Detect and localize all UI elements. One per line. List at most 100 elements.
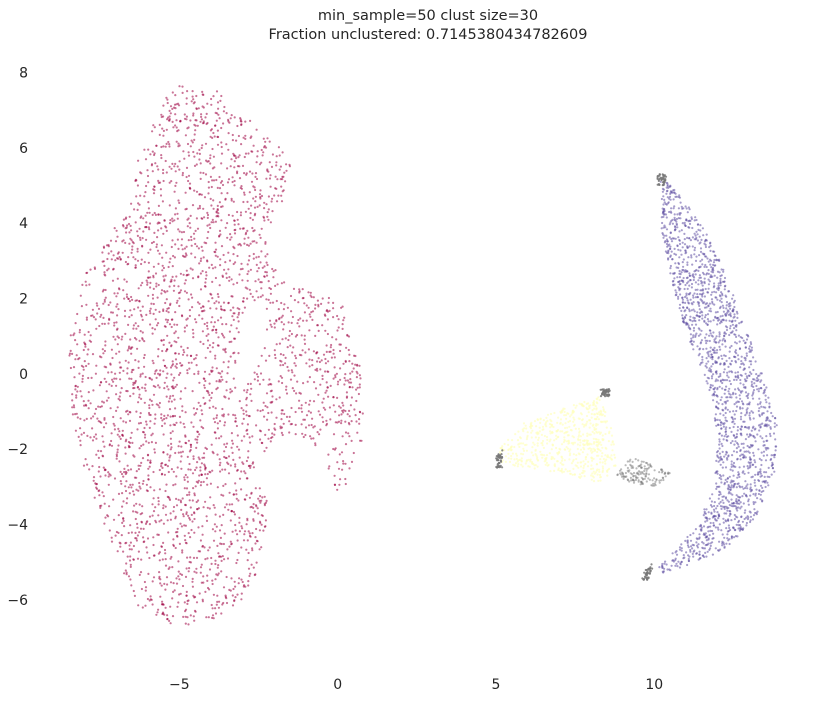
scatter-point-series-0 bbox=[325, 389, 328, 392]
scatter-point-series-1 bbox=[715, 482, 718, 485]
scatter-point-series-1 bbox=[712, 521, 715, 525]
scatter-point-series-1 bbox=[701, 288, 705, 291]
scatter-point-series-0 bbox=[186, 556, 189, 559]
scatter-point-series-0 bbox=[276, 178, 279, 181]
scatter-point-series-0 bbox=[249, 212, 252, 215]
scatter-point-series-0 bbox=[333, 483, 336, 486]
scatter-point-series-1 bbox=[690, 256, 693, 259]
scatter-point-series-0 bbox=[84, 345, 87, 348]
scatter-point-series-1 bbox=[742, 386, 746, 389]
scatter-point-series-0 bbox=[329, 346, 332, 349]
scatter-point-series-0 bbox=[188, 491, 191, 494]
scatter-point-series-2 bbox=[537, 436, 541, 439]
scatter-point-series-1 bbox=[746, 394, 749, 397]
scatter-point-series-0 bbox=[256, 205, 259, 208]
scatter-point-series-2 bbox=[566, 447, 570, 450]
scatter-point-series-1 bbox=[719, 412, 722, 415]
scatter-point-series-0 bbox=[114, 534, 117, 537]
scatter-point-series-0 bbox=[233, 312, 236, 315]
scatter-point-series-1 bbox=[762, 489, 765, 493]
scatter-point-series-0 bbox=[263, 145, 266, 148]
scatter-point-series-1 bbox=[684, 249, 687, 252]
scatter-point-series-0 bbox=[141, 331, 144, 334]
scatter-point-series-0 bbox=[186, 142, 190, 146]
scatter-point-series-0 bbox=[134, 517, 137, 521]
scatter-point-series-0 bbox=[203, 386, 206, 389]
scatter-point-series-0 bbox=[92, 389, 95, 392]
scatter-point-series-1 bbox=[689, 315, 692, 318]
scatter-point-series-0 bbox=[126, 349, 129, 352]
scatter-point-series-0 bbox=[234, 482, 237, 485]
scatter-point-series-0 bbox=[212, 504, 215, 507]
scatter-point-series-0 bbox=[197, 526, 200, 529]
scatter-point-series-0 bbox=[219, 380, 222, 383]
scatter-point-series-1 bbox=[726, 374, 729, 377]
scatter-point-series-0 bbox=[314, 368, 317, 371]
scatter-point-series-0 bbox=[307, 424, 311, 427]
scatter-point-series-0 bbox=[143, 148, 146, 151]
scatter-point-series-1 bbox=[747, 402, 750, 405]
scatter-point-series-0 bbox=[205, 112, 208, 115]
scatter-point-series-0 bbox=[232, 306, 235, 309]
scatter-point-series-0 bbox=[129, 436, 132, 439]
scatter-point-series-0 bbox=[224, 197, 227, 200]
scatter-point-series-1 bbox=[744, 480, 747, 483]
scatter-point-series-0 bbox=[132, 327, 135, 330]
scatter-point-series-0 bbox=[328, 350, 331, 353]
scatter-point-series-2 bbox=[582, 464, 586, 467]
scatter-point-series-0 bbox=[146, 551, 149, 554]
scatter-point-series-0 bbox=[308, 403, 311, 406]
scatter-point-series-0 bbox=[128, 410, 131, 414]
scatter-point-series-0 bbox=[145, 423, 148, 426]
scatter-point-series-1 bbox=[733, 355, 736, 358]
scatter-point-series-1 bbox=[728, 387, 731, 390]
scatter-point-series-0 bbox=[138, 393, 141, 396]
scatter-point-series-0 bbox=[257, 278, 260, 281]
scatter-point-series-0 bbox=[214, 407, 217, 410]
scatter-point-series-1 bbox=[728, 486, 731, 489]
scatter-point-series-0 bbox=[311, 417, 314, 420]
scatter-point-series-0 bbox=[274, 269, 277, 272]
scatter-point-series-0 bbox=[225, 276, 228, 279]
scatter-point-series-1 bbox=[766, 410, 769, 413]
scatter-point-series-0 bbox=[132, 368, 135, 371]
scatter-point-series-0 bbox=[125, 571, 128, 574]
scatter-point-series-0 bbox=[244, 233, 247, 236]
scatter-point-series-2 bbox=[561, 423, 564, 426]
scatter-point-series-0 bbox=[169, 257, 172, 260]
scatter-point-series-1 bbox=[673, 191, 676, 194]
scatter-point-series-1 bbox=[713, 501, 716, 504]
scatter-point-series-0 bbox=[327, 453, 330, 456]
scatter-point-series-1 bbox=[729, 393, 732, 396]
scatter-point-series-0 bbox=[223, 450, 226, 453]
scatter-point-series-1 bbox=[732, 420, 735, 423]
scatter-point-series-1 bbox=[733, 483, 736, 486]
scatter-point-series-1 bbox=[731, 320, 734, 323]
scatter-point-series-1 bbox=[764, 479, 768, 483]
scatter-point-series-0 bbox=[160, 416, 163, 420]
scatter-point-series-1 bbox=[718, 476, 721, 480]
scatter-point-series-0 bbox=[162, 129, 165, 132]
scatter-point-series-0 bbox=[226, 192, 229, 195]
scatter-point-series-1 bbox=[739, 378, 742, 382]
scatter-point-series-0 bbox=[147, 270, 150, 273]
scatter-point-series-0 bbox=[251, 295, 254, 298]
scatter-point-series-0 bbox=[110, 258, 113, 261]
scatter-point-series-0 bbox=[198, 433, 201, 436]
scatter-point-series-1 bbox=[750, 380, 753, 383]
scatter-point-series-1 bbox=[734, 349, 738, 352]
scatter-point-series-0 bbox=[247, 456, 250, 459]
scatter-point-series-1 bbox=[704, 551, 707, 555]
scatter-point-series-0 bbox=[155, 245, 158, 249]
scatter-point-series-0 bbox=[256, 379, 259, 382]
scatter-point-series-0 bbox=[165, 298, 168, 301]
scatter-point-series-0 bbox=[135, 488, 138, 491]
scatter-point-series-1 bbox=[714, 361, 718, 364]
scatter-point-series-0 bbox=[188, 450, 191, 453]
scatter-point-series-0 bbox=[204, 281, 207, 284]
scatter-point-series-0 bbox=[322, 420, 325, 423]
scatter-point-series-0 bbox=[119, 545, 122, 548]
scatter-point-series-0 bbox=[355, 388, 358, 391]
scatter-point-series-0 bbox=[224, 445, 228, 449]
scatter-point-series-1 bbox=[732, 536, 736, 539]
